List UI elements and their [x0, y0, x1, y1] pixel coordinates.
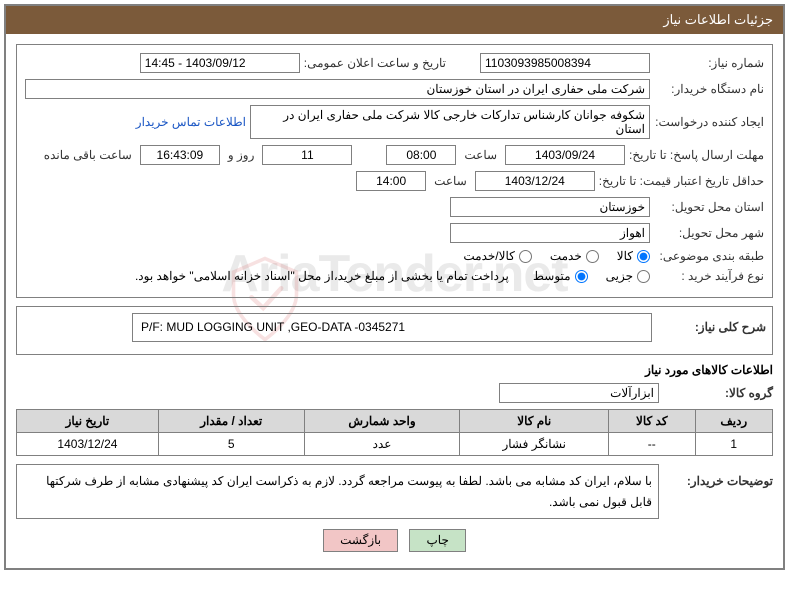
quote-validity-date: 1403/12/24 [475, 171, 595, 191]
table-cell: 1403/12/24 [17, 433, 159, 456]
buyer-contact-link[interactable]: اطلاعات تماس خریدار [136, 115, 246, 129]
radio-goods-service[interactable]: کالا/خدمت [463, 249, 531, 263]
radio-medium-input[interactable] [575, 270, 588, 283]
buyer-label: نام دستگاه خریدار: [654, 82, 764, 96]
radio-goods[interactable]: کالا [617, 249, 650, 263]
requester-value: شکوفه جوانان کارشناس تدارکات خارجی کالا … [250, 105, 650, 139]
quote-validity-label: حداقل تاریخ اعتبار قیمت: تا تاریخ: [599, 174, 764, 188]
table-header: تعداد / مقدار [158, 410, 304, 433]
reply-deadline-label: مهلت ارسال پاسخ: تا تاریخ: [629, 148, 764, 162]
radio-partial[interactable]: جزیی [606, 269, 650, 283]
table-cell: عدد [304, 433, 460, 456]
items-section-title: اطلاعات کالاهای مورد نیاز [16, 363, 773, 377]
buyer-value: شرکت ملی حفاری ایران در استان خوزستان [25, 79, 650, 99]
radio-goods-label: کالا [617, 249, 633, 263]
delivery-province-label: استان محل تحویل: [654, 200, 764, 214]
need-number-value: 1103093985008394 [480, 53, 650, 73]
radio-partial-input[interactable] [637, 270, 650, 283]
table-header: ردیف [695, 410, 772, 433]
delivery-city-value: اهواز [450, 223, 650, 243]
radio-partial-label: جزیی [606, 269, 633, 283]
radio-service-input[interactable] [586, 250, 599, 263]
radio-goods-input[interactable] [637, 250, 650, 263]
table-cell: 5 [158, 433, 304, 456]
main-panel: جزئیات اطلاعات نیاز شماره نیاز: 11030939… [4, 4, 785, 570]
table-header: تاریخ نیاز [17, 410, 159, 433]
delivery-city-label: شهر محل تحویل: [654, 226, 764, 240]
radio-medium-label: متوسط [533, 269, 571, 283]
table-cell: -- [609, 433, 696, 456]
table-cell: 1 [695, 433, 772, 456]
table-header: نام کالا [460, 410, 609, 433]
delivery-province-value: خوزستان [450, 197, 650, 217]
radio-goods-service-label: کالا/خدمت [463, 249, 514, 263]
process-label: نوع فرآیند خرید : [654, 269, 764, 283]
radio-goods-service-input[interactable] [519, 250, 532, 263]
buyer-note-label: توضیحات خریدار: [663, 464, 773, 488]
radio-service-label: خدمت [550, 249, 582, 263]
buyer-note-text: با سلام، ایران کد مشابه می باشد. لطفا به… [16, 464, 659, 519]
back-button[interactable]: بازگشت [323, 529, 398, 552]
details-fieldset: شماره نیاز: 1103093985008394 تاریخ و ساع… [16, 44, 773, 298]
days-and-word: روز و [228, 148, 255, 162]
radio-service[interactable]: خدمت [550, 249, 599, 263]
time-word-1: ساعت [464, 148, 497, 162]
time-remaining: 16:43:09 [140, 145, 220, 165]
print-button[interactable]: چاپ [409, 529, 465, 552]
table-header: واحد شمارش [304, 410, 460, 433]
general-desc-label: شرح کلی نیاز: [656, 318, 766, 337]
need-number-label: شماره نیاز: [654, 56, 764, 70]
general-desc-block: شرح کلی نیاز: P/F: MUD LOGGING UNIT ,GEO… [16, 306, 773, 355]
remaining-label: ساعت باقی مانده [44, 148, 132, 162]
category-label: طبقه بندی موضوعی: [654, 249, 764, 263]
general-desc-value: P/F: MUD LOGGING UNIT ,GEO-DATA -0345271 [132, 313, 652, 342]
table-row: 1--نشانگر فشارعدد51403/12/24 [17, 433, 773, 456]
announce-value: 1403/09/12 - 14:45 [140, 53, 300, 73]
items-table: ردیفکد کالانام کالاواحد شمارشتعداد / مقد… [16, 409, 773, 456]
group-value: ابزارآلات [499, 383, 659, 403]
requester-label: ایجاد کننده درخواست: [654, 115, 764, 129]
announce-label: تاریخ و ساعت اعلان عمومی: [304, 56, 446, 70]
reply-deadline-date: 1403/09/24 [505, 145, 625, 165]
panel-title: جزئیات اطلاعات نیاز [6, 6, 783, 34]
table-cell: نشانگر فشار [460, 433, 609, 456]
group-label: گروه کالا: [663, 386, 773, 400]
days-remaining: 11 [262, 145, 352, 165]
payment-note: پرداخت تمام یا بخشی از مبلغ خرید،از محل … [135, 269, 509, 283]
process-radio-group: جزیی متوسط [533, 269, 650, 283]
quote-validity-time: 14:00 [356, 171, 426, 191]
time-word-2: ساعت [434, 174, 467, 188]
category-radio-group: کالا خدمت کالا/خدمت [463, 249, 650, 263]
radio-medium[interactable]: متوسط [533, 269, 588, 283]
table-header: کد کالا [609, 410, 696, 433]
reply-deadline-time: 08:00 [386, 145, 456, 165]
